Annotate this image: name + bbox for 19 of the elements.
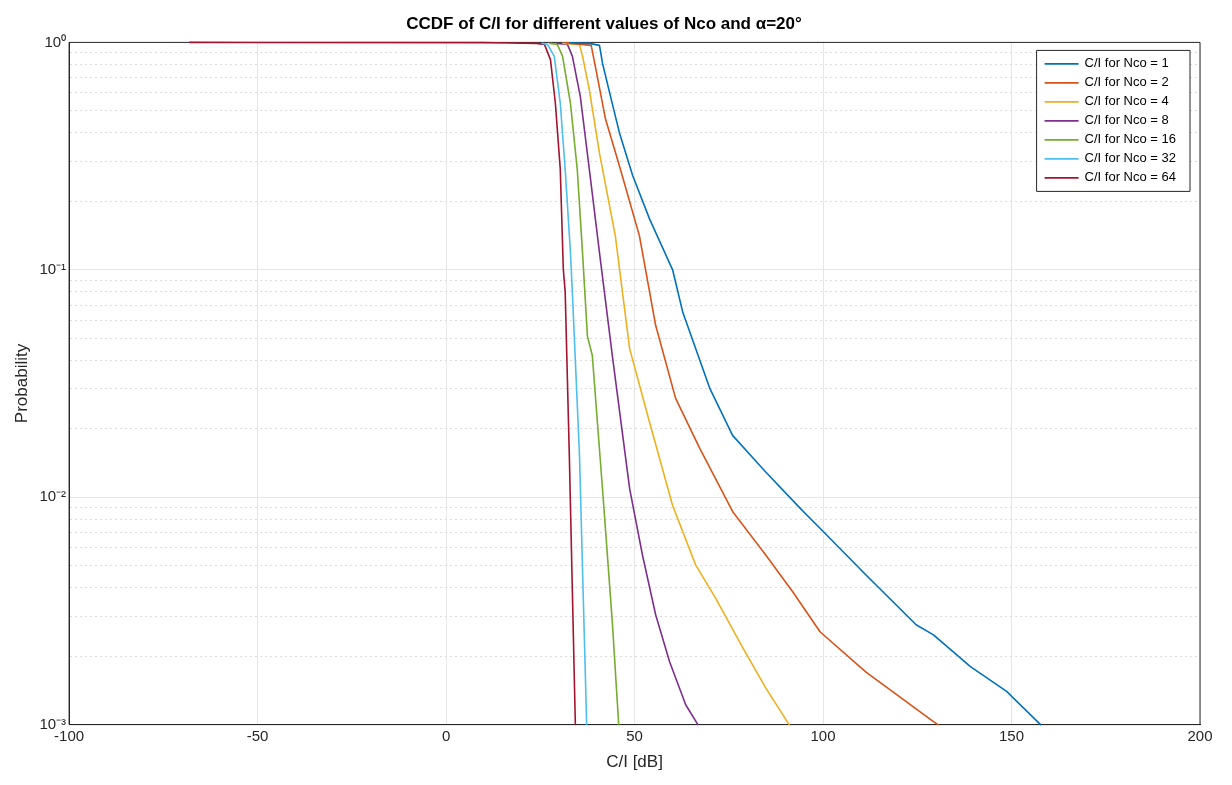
chart-title: CCDF of C/I for different values of Nco and α=20°: [406, 13, 802, 33]
legend-label: C/I for Nco = 4: [1084, 93, 1169, 109]
x-tick-label: 200: [1187, 726, 1213, 744]
legend-label: C/I for Nco = 64: [1084, 169, 1177, 185]
legend-label: C/I for Nco = 32: [1084, 150, 1177, 166]
x-tick-label: -50: [246, 726, 269, 744]
x-axis-title: C/I [dB]: [606, 752, 663, 772]
x-tick-label: 150: [999, 726, 1025, 744]
x-tick-label: 100: [810, 726, 836, 744]
y-tick-label: 10⁰: [44, 32, 67, 50]
x-tick-label: 50: [626, 726, 643, 744]
y-tick-label: 10⁻¹: [39, 259, 67, 277]
legend-label: C/I for Nco = 8: [1084, 112, 1169, 128]
y-tick-label: 10⁻²: [39, 487, 67, 505]
legend-label: C/I for Nco = 2: [1084, 74, 1169, 90]
legend-label: C/I for Nco = 1: [1084, 55, 1169, 71]
x-tick-label: 0: [441, 726, 451, 744]
y-axis-title: Probability: [11, 343, 31, 424]
legend-label: C/I for Nco = 16: [1084, 131, 1177, 147]
